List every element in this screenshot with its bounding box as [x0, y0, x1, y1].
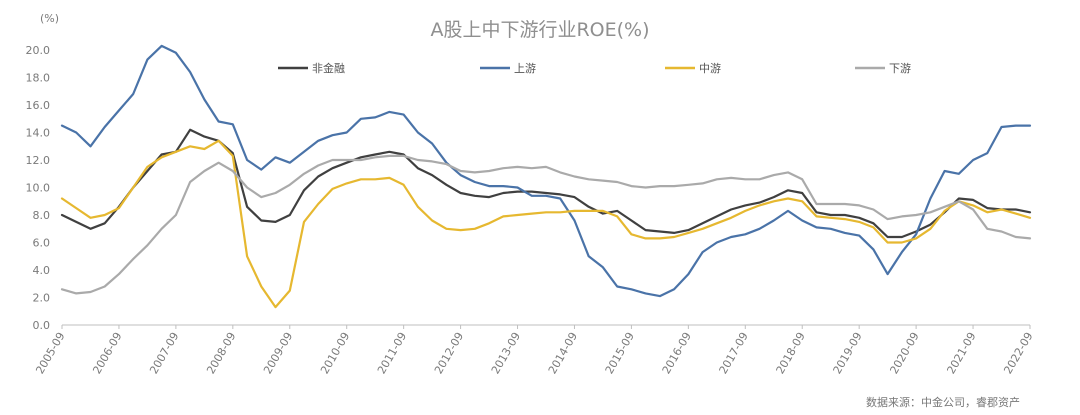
- y-tick-label: 10.0: [26, 182, 51, 195]
- x-tick-label: 2013-09: [489, 330, 523, 376]
- x-tick-label: 2019-09: [831, 330, 865, 376]
- x-tick-label: 2008-09: [204, 330, 238, 376]
- y-tick-label: 14.0: [26, 127, 51, 140]
- x-tick-label: 2005-09: [33, 330, 67, 376]
- chart-title: A股上中下游行业ROE(%): [430, 19, 649, 41]
- y-axis-ticks: 0.0 2.0 4.0 6.0 8.0 10.0 12.0 14.0 16.0 18.0 20.0: [26, 44, 51, 332]
- legend-label-midstream: 中游: [699, 62, 721, 75]
- legend-label-non-financial: 非金融: [312, 61, 345, 75]
- y-tick-label: 20.0: [26, 44, 51, 57]
- y-tick-label: 12.0: [26, 154, 51, 167]
- x-tick-label: 2016-09: [660, 330, 694, 376]
- series-line-midstream: [60, 139, 1032, 309]
- series-lines: [60, 44, 1032, 309]
- y-tick-label: 4.0: [33, 264, 51, 277]
- x-axis-ticks: 2005-09 2006-09 2007-09 2008-09 2009-09 2010-…: [33, 325, 1036, 376]
- series-line-non-financial: [60, 128, 1032, 239]
- x-tick-label: 2010-09: [318, 330, 352, 376]
- x-tick-label: 2015-09: [603, 330, 637, 376]
- x-tick-label: 2022-09: [1001, 330, 1035, 376]
- x-tick-label: 2014-09: [546, 330, 580, 376]
- y-tick-label: 16.0: [26, 99, 51, 112]
- y-tick-label: 6.0: [33, 237, 51, 250]
- y-tick-label: 2.0: [33, 292, 51, 305]
- x-tick-label: 2017-09: [717, 330, 751, 376]
- x-tick-label: 2007-09: [147, 330, 181, 376]
- legend-label-upstream: 上游: [514, 62, 536, 75]
- x-tick-label: 2009-09: [261, 330, 295, 376]
- y-tick-label: 0.0: [33, 319, 51, 332]
- x-tick-label: 2011-09: [375, 330, 409, 376]
- y-tick-label: 18.0: [26, 72, 51, 85]
- x-tick-label: 2012-09: [432, 330, 466, 376]
- legend: 非金融 上游 中游 下游: [278, 61, 911, 75]
- x-tick-label: 2021-09: [944, 330, 978, 376]
- x-tick-label: 2006-09: [90, 330, 124, 376]
- y-tick-label: 8.0: [33, 209, 51, 222]
- x-tick-label: 2020-09: [887, 330, 921, 376]
- y-axis-unit-label: (%): [40, 12, 59, 25]
- x-tick-label: 2018-09: [774, 330, 808, 376]
- data-source-note: 数据来源：中金公司，睿郡资产: [866, 395, 1020, 409]
- series-line-downstream: [60, 154, 1032, 295]
- legend-label-downstream: 下游: [889, 62, 911, 75]
- series-line-upstream: [60, 44, 1032, 298]
